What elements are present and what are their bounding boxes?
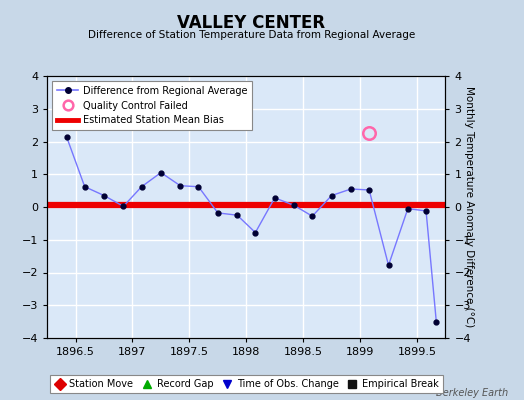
Text: Difference of Station Temperature Data from Regional Average: Difference of Station Temperature Data f… [88, 30, 415, 40]
Legend: Station Move, Record Gap, Time of Obs. Change, Empirical Break: Station Move, Record Gap, Time of Obs. C… [50, 375, 443, 393]
Legend: Difference from Regional Average, Quality Control Failed, Estimated Station Mean: Difference from Regional Average, Qualit… [52, 81, 253, 130]
Text: VALLEY CENTER: VALLEY CENTER [178, 14, 325, 32]
Y-axis label: Monthly Temperature Anomaly Difference (°C): Monthly Temperature Anomaly Difference (… [464, 86, 474, 328]
Text: Berkeley Earth: Berkeley Earth [436, 388, 508, 398]
